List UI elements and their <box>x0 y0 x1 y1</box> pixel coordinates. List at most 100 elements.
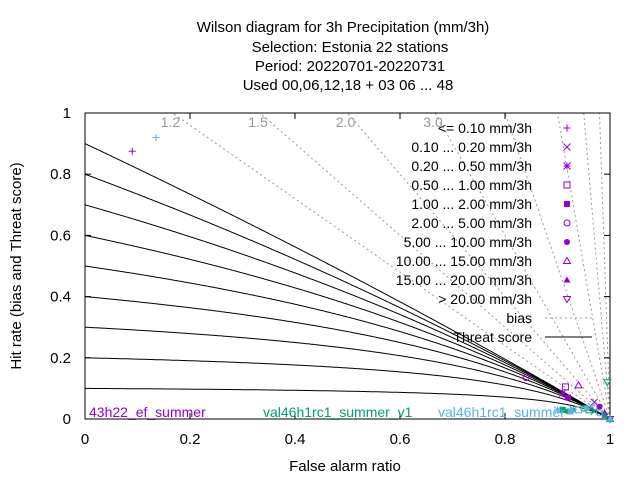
legend-marker-shape <box>563 219 571 227</box>
threat-score-curve <box>85 326 610 420</box>
legend-entry-label: 1.00 ... 2.00 mm/3h <box>411 196 532 212</box>
bias-line <box>172 112 611 420</box>
bias-line <box>599 112 611 420</box>
data-point-shape <box>553 405 562 414</box>
legend-marker-shape <box>563 143 571 151</box>
data-point-shape <box>590 398 599 407</box>
data-point <box>574 380 583 389</box>
threat-score-curve <box>84 204 610 420</box>
y-axis-ticks: 0 0.2 0.4 0.6 0.8 1 <box>50 105 610 428</box>
threat-score-curve <box>84 296 610 420</box>
data-point <box>128 147 136 155</box>
legend-marker <box>564 201 570 207</box>
bias-line <box>504 112 611 420</box>
y-tick-label: 0.2 <box>50 350 71 367</box>
title-line-1: Wilson diagram for 3h Precipitation (mm/… <box>197 19 490 36</box>
data-point-shape <box>558 389 567 397</box>
legend-marker-shape <box>562 256 572 264</box>
series-label: val46h1rc1_summer_v1 <box>263 404 413 420</box>
data-point-shape <box>575 406 582 414</box>
x-tick-label: 1 <box>606 431 614 448</box>
y-tick-label: 0.4 <box>50 289 71 306</box>
legend-marker <box>563 162 571 170</box>
title-line-4: Used 00,06,12,18 + 03 06 ... 48 <box>243 77 454 94</box>
y-tick-label: 0.6 <box>50 227 71 244</box>
bias-label: 2.0 <box>336 114 356 130</box>
data-point-shape <box>565 394 571 401</box>
legend-entry-label: 5.00 ... 10.00 mm/3h <box>404 234 532 250</box>
y-tick-label: 0 <box>63 411 71 428</box>
bias-line <box>434 112 611 420</box>
legend-marker-shape <box>563 162 571 170</box>
legend-marker <box>564 239 570 245</box>
data-point <box>601 411 609 418</box>
data-point <box>567 408 574 415</box>
data-point <box>559 406 566 413</box>
legend-entry-label: <= 0.10 mm/3h <box>438 120 532 136</box>
legend-entry-label: 2.00 ... 5.00 mm/3h <box>411 215 532 231</box>
data-point <box>575 406 582 414</box>
data-point-shape <box>567 408 574 415</box>
x-tick-label: 0.4 <box>285 431 306 448</box>
data-point <box>565 394 571 401</box>
x-tick-label: 0 <box>81 431 89 448</box>
bias-label: 1.2 <box>161 114 181 130</box>
legend-marker <box>563 219 571 227</box>
legend-marker-shape <box>564 201 570 207</box>
bias-lines: 1.2 1.5 2.0 3.0 <box>161 112 611 420</box>
data-point-shape <box>601 411 609 418</box>
threat-score-curve <box>85 387 610 420</box>
series-labels: 43h22_ef_summer val46h1rc1_summer_v1 val46… <box>89 404 565 420</box>
x-axis-label: False alarm ratio <box>289 458 401 475</box>
data-point-shape <box>606 415 614 422</box>
legend-marker <box>562 256 572 264</box>
legend-marker-shape <box>563 181 571 189</box>
legend-threat-label: Threat score <box>453 329 532 345</box>
data-point-shape <box>574 380 583 389</box>
legend-entry-label: 0.50 ... 1.00 mm/3h <box>411 177 532 193</box>
legend-marker-shape <box>563 276 571 283</box>
y-tick-label: 1 <box>63 105 71 122</box>
data-point-shape <box>583 405 590 412</box>
title-line-3: Period: 20220701-20220731 <box>255 58 445 75</box>
data-point <box>522 374 530 382</box>
x-tick-label: 0.2 <box>180 431 201 448</box>
data-point <box>553 405 562 414</box>
data-point <box>590 398 599 407</box>
data-point-shape <box>152 133 160 141</box>
legend-entry-label: 10.00 ... 15.00 mm/3h <box>396 253 532 269</box>
bias-line <box>347 112 611 420</box>
data-point-shape <box>587 402 596 411</box>
legend: <= 0.10 mm/3h 0.10 ... 0.20 mm/3h 0.20 ...… <box>396 120 592 345</box>
data-point <box>561 383 569 391</box>
threat-score-curve <box>84 234 610 420</box>
legend-marker <box>563 181 571 189</box>
legend-marker <box>563 143 571 151</box>
bias-label: 1.5 <box>248 114 268 130</box>
legend-marker <box>563 276 571 283</box>
data-point-shape <box>522 374 530 382</box>
x-tick-label: 0.8 <box>495 431 516 448</box>
bias-line <box>583 112 611 420</box>
x-tick-label: 0.6 <box>390 431 411 448</box>
series-label: val46h1rc1_summer <box>438 404 565 420</box>
series-label: 43h22_ef_summer <box>89 404 206 420</box>
legend-marker <box>563 124 571 132</box>
x-axis-ticks: 0 0.2 0.4 0.6 0.8 1 <box>81 113 614 448</box>
y-tick-label: 0.8 <box>50 166 71 183</box>
legend-marker-shape <box>563 124 571 132</box>
chart-title: Wilson diagram for 3h Precipitation (mm/… <box>197 19 490 94</box>
data-point <box>583 405 590 412</box>
data-point-shape <box>128 147 136 155</box>
title-line-2: Selection: Estonia 22 stations <box>252 39 449 56</box>
threat-score-curve <box>84 265 610 420</box>
threat-score-curves <box>84 143 610 420</box>
data-point <box>596 409 603 417</box>
legend-entry-label: 15.00 ... 20.00 mm/3h <box>396 272 532 288</box>
legend-marker <box>562 296 572 304</box>
data-point <box>587 402 596 411</box>
legend-entry-label: > 20.00 mm/3h <box>438 291 532 307</box>
plot-frame <box>84 112 611 420</box>
threat-score-curve <box>84 173 610 420</box>
